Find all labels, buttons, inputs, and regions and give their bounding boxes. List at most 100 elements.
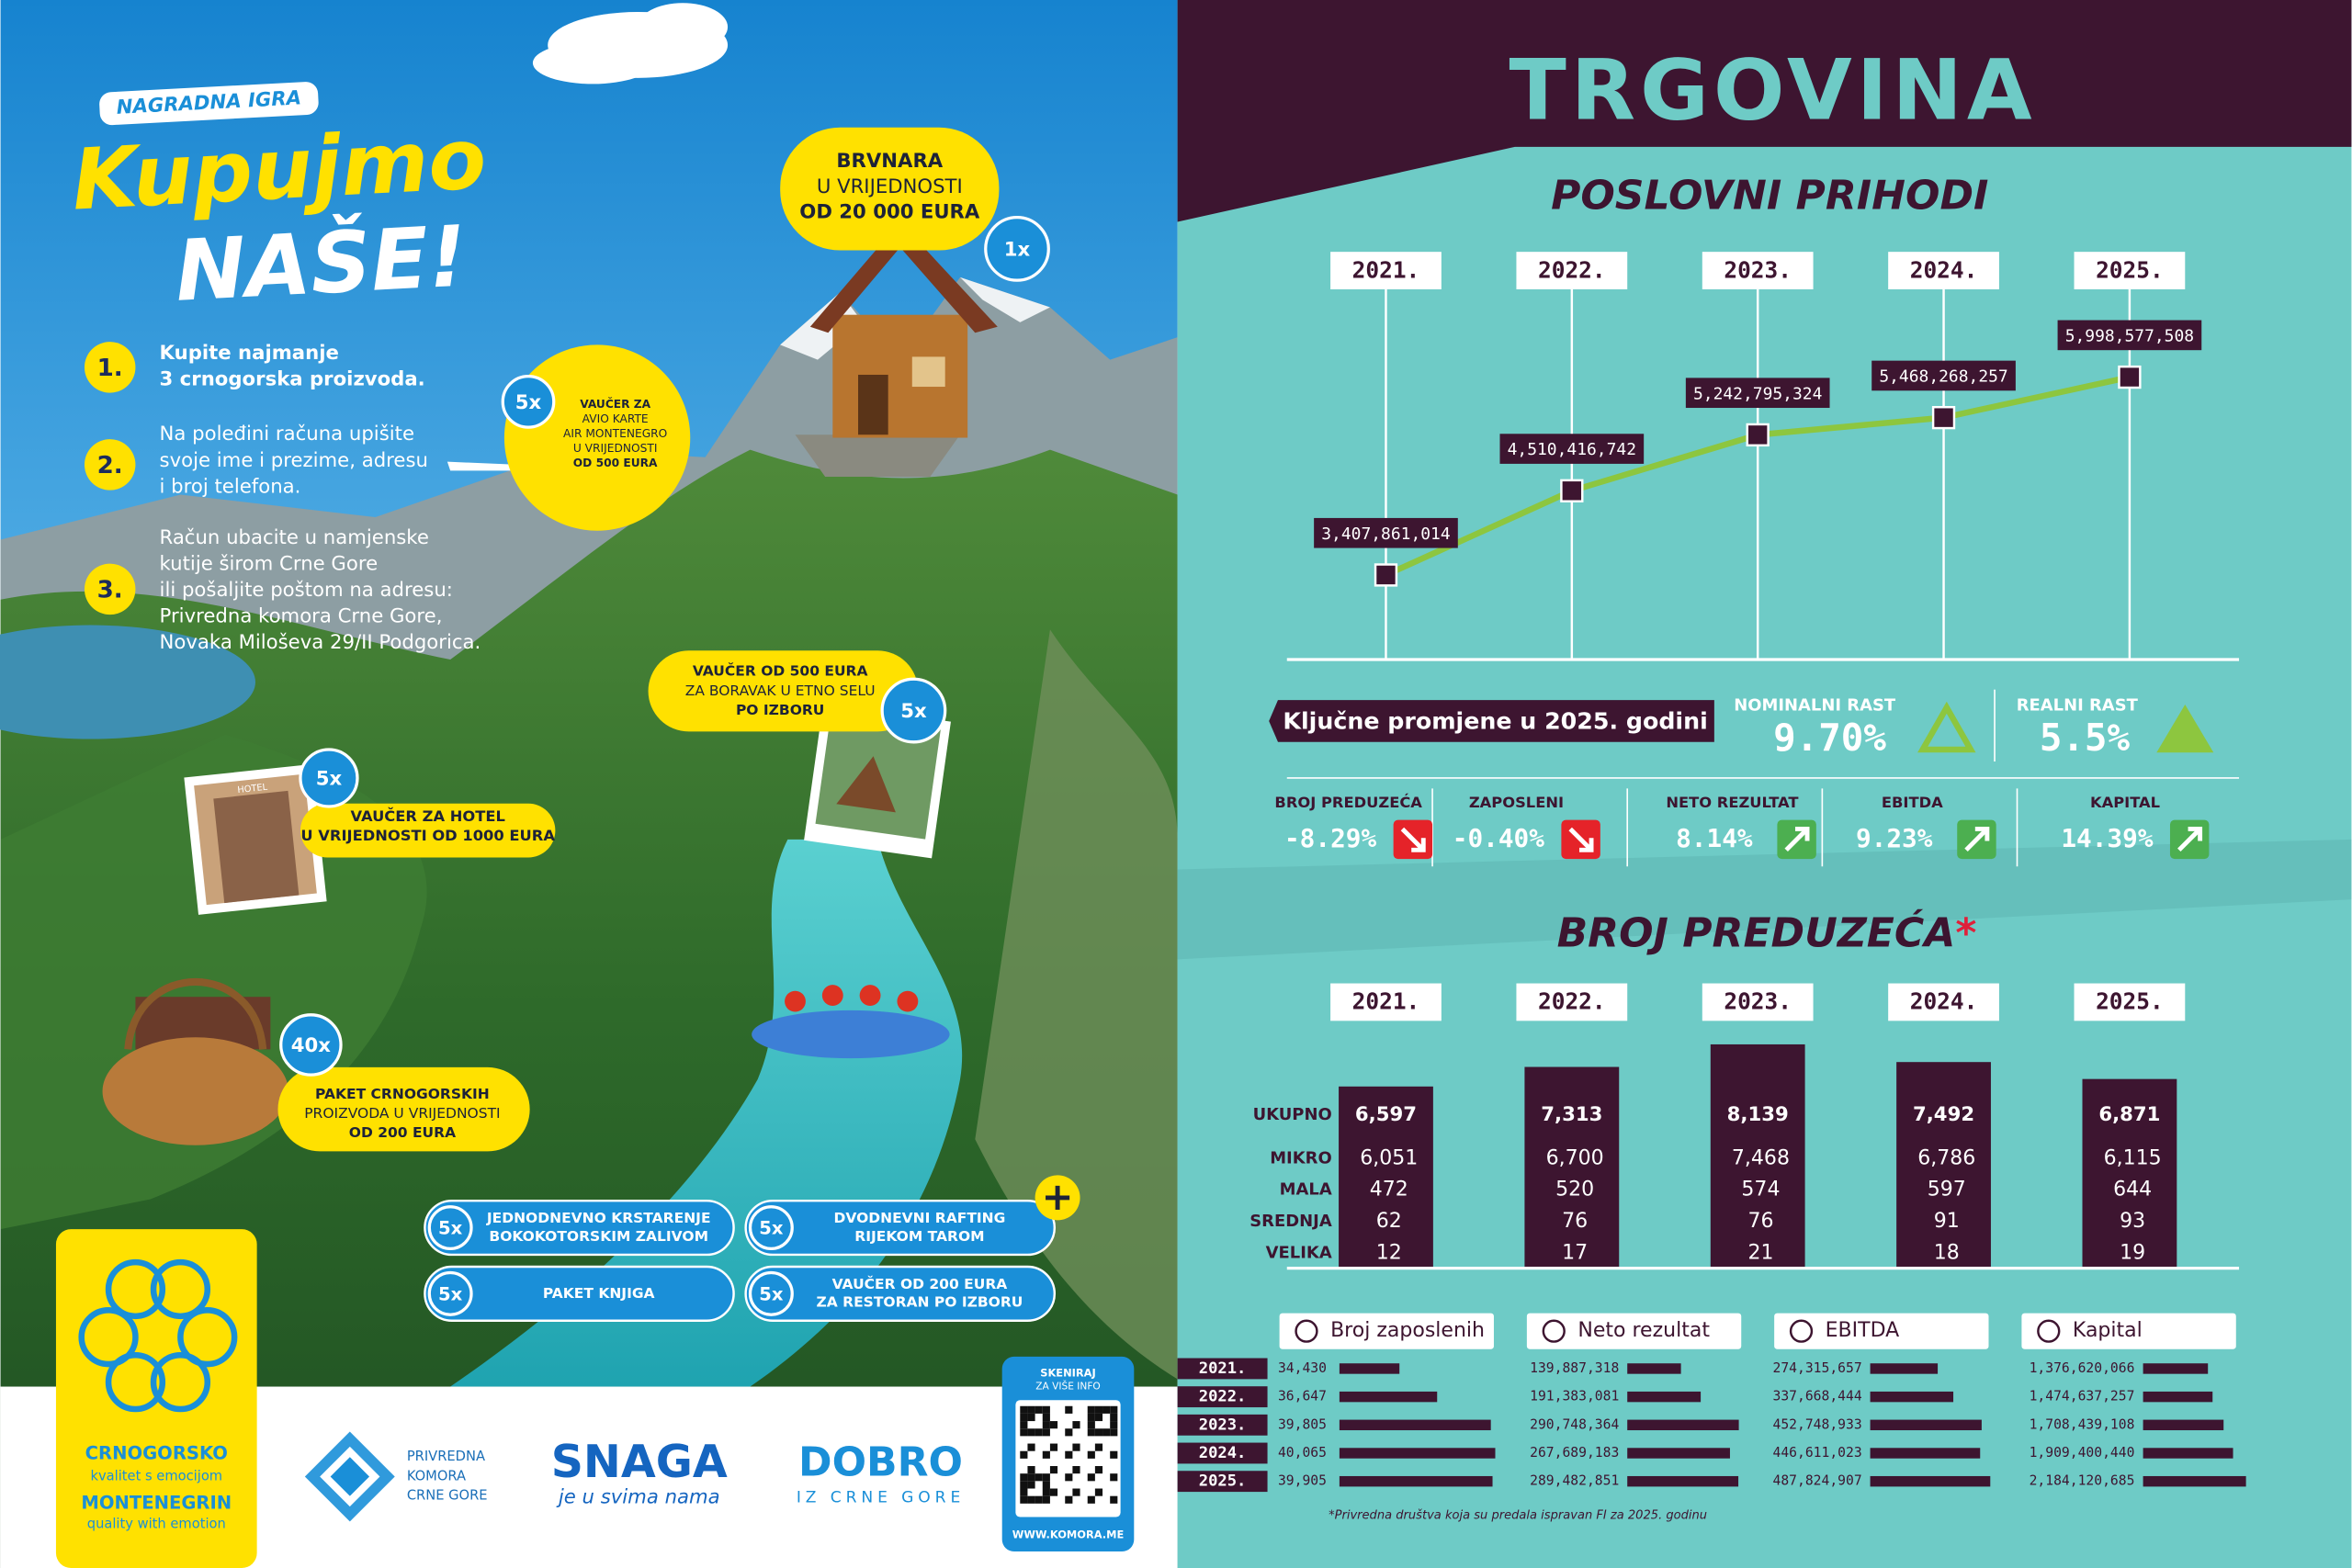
shape — [105, 1258, 166, 1320]
shape — [150, 1258, 211, 1320]
qr-text: ZA VIŠE INFO — [1035, 1381, 1101, 1393]
y-tick-label: 2023. — [1199, 1416, 1247, 1434]
chart-title: BROJ PREDUZEĆA* — [1557, 908, 1977, 956]
pill-count: 5x — [759, 1218, 784, 1239]
qr-module — [1020, 1405, 1028, 1414]
qr-module — [1027, 1428, 1035, 1437]
table-cell: 472 — [1370, 1179, 1408, 1201]
bar — [1339, 1391, 1438, 1403]
qr-module — [1065, 1495, 1073, 1504]
bar-value-label: 7,313 — [1541, 1103, 1602, 1126]
table-cell: 17 — [1562, 1241, 1588, 1264]
qr-module — [1110, 1413, 1118, 1422]
qr-module — [1094, 1428, 1103, 1437]
year-box — [2074, 983, 2186, 1021]
qr-module — [1087, 1473, 1095, 1482]
prize-text: AIR MONTENEGRO — [563, 427, 667, 440]
chamber-text: PRIVREDNA — [407, 1449, 485, 1464]
year-box — [1330, 252, 1442, 289]
qr-module — [1020, 1428, 1028, 1437]
qr-module — [1042, 1413, 1050, 1422]
x-tick-label: 2023. — [1724, 988, 1792, 1015]
value-label-box — [1314, 517, 1458, 548]
qr-module — [1049, 1443, 1058, 1451]
chart-title: POSLOVNI PRIHODI — [1551, 172, 1988, 219]
prize-count: 40x — [291, 1034, 332, 1057]
year-box — [1888, 252, 1999, 289]
year-box — [1516, 983, 1628, 1021]
qr-module — [1087, 1450, 1095, 1459]
hotel-sign: HOTEL — [237, 783, 268, 795]
bar-value-label: 6,871 — [2098, 1103, 2160, 1126]
table-cell: 93 — [2120, 1210, 2145, 1233]
value-label: 452,748,933 — [1773, 1416, 1862, 1432]
year-box — [1888, 983, 1999, 1021]
value-label: 1,376,620,066 — [2030, 1360, 2135, 1376]
point — [1746, 423, 1770, 447]
pill-text: JEDNODNEVNO KRSTARENJE — [486, 1210, 711, 1226]
value-label: 5,242,795,324 — [1693, 384, 1822, 403]
trend-arrow — [1400, 827, 1425, 852]
bar — [1870, 1419, 1982, 1431]
table-cell: 574 — [1741, 1179, 1780, 1201]
x-tick-label: 2021. — [1352, 256, 1420, 283]
qr-module — [1065, 1473, 1073, 1482]
value-label: 1,909,400,440 — [2030, 1445, 2135, 1461]
snaga-title: SNAGA — [551, 1436, 728, 1488]
step-number: 1. — [97, 355, 123, 382]
qr-module — [1027, 1413, 1035, 1422]
qr-module — [1094, 1413, 1103, 1422]
qr-module — [1094, 1488, 1103, 1496]
prize-text: U VRIJEDNOSTI — [573, 442, 658, 455]
chamber-logo — [304, 1431, 395, 1522]
shape — [832, 314, 968, 438]
qr-module — [1027, 1443, 1035, 1451]
qr-module — [1020, 1488, 1028, 1496]
year-box — [1177, 1471, 1268, 1493]
legend-entry: EBITDA — [1826, 1319, 1900, 1342]
indicator-value: 9.23% — [1856, 823, 1933, 853]
bar-value-label: 6,597 — [1355, 1103, 1417, 1126]
step-text: Na poleđini računa upišite — [160, 423, 414, 446]
pill-text: BOKOKOTORSKIM ZALIVOM — [489, 1228, 708, 1245]
pill-text: ZA RESTORAN PO IZBORU — [817, 1294, 1023, 1311]
qr-module — [1020, 1450, 1028, 1459]
x-tick-label: 2025. — [2096, 256, 2164, 283]
prize-count: 5x — [515, 391, 542, 414]
table-cell: 6,051 — [1360, 1146, 1418, 1169]
table-cell: 520 — [1555, 1179, 1594, 1201]
bar — [1339, 1086, 1433, 1267]
bar — [1627, 1391, 1702, 1403]
prize-count: 5x — [316, 768, 343, 791]
qr-module — [1042, 1421, 1050, 1429]
step-text: kutije širom Crne Gore — [160, 552, 379, 575]
value-label: 289,482,851 — [1530, 1473, 1619, 1489]
bar — [2143, 1448, 2233, 1459]
shape — [821, 985, 843, 1007]
bar — [1627, 1475, 1739, 1487]
value-label: 267,689,183 — [1530, 1445, 1619, 1461]
qr-module — [1020, 1421, 1028, 1429]
pill-text: VAUČER OD 200 EURA — [832, 1275, 1008, 1292]
legend-entry: Broj zaposlenih — [1330, 1319, 1485, 1342]
shape — [836, 756, 896, 813]
row-label: UKUPNO — [1253, 1105, 1332, 1124]
prize-count: 5x — [900, 700, 927, 723]
qr-module — [1042, 1428, 1050, 1437]
shape — [124, 978, 267, 1050]
qr-module — [1094, 1443, 1103, 1451]
chart-title-text: BROJ PREDUZEĆA — [1557, 908, 1956, 956]
pill — [424, 1199, 735, 1257]
bar — [1627, 1419, 1739, 1431]
value-label: 191,383,081 — [1530, 1389, 1619, 1404]
qr-module — [1087, 1405, 1095, 1414]
table-cell: 21 — [1747, 1241, 1773, 1264]
cliff — [975, 629, 1178, 1380]
qr-text: SKENIRAJ — [1040, 1366, 1096, 1379]
prize-text: OD 500 EURA — [573, 457, 658, 469]
year-box — [1702, 252, 1814, 289]
qr-module — [1110, 1421, 1118, 1429]
qr-module — [1035, 1495, 1043, 1504]
table-cell: 644 — [2113, 1179, 2152, 1201]
panel-header — [1279, 1313, 1494, 1349]
